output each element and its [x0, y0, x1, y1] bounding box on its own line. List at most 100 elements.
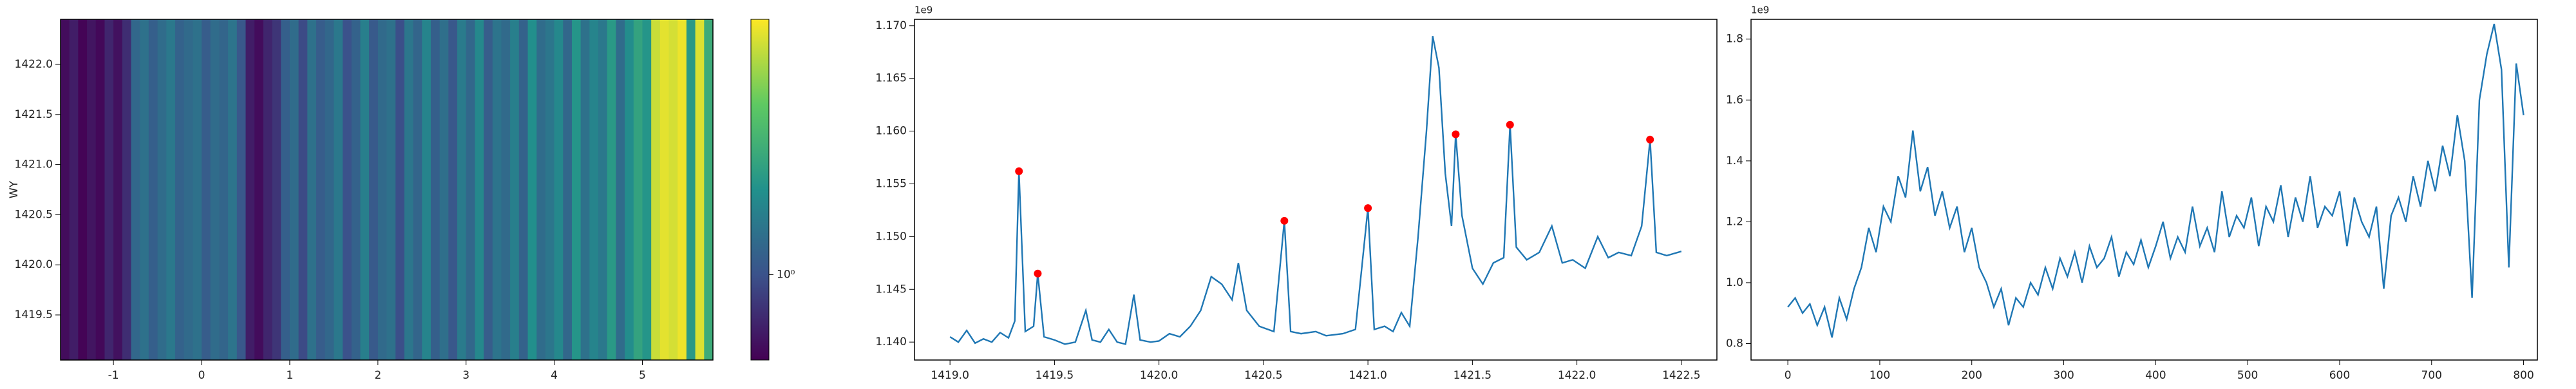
x-tick-label: 1421.5: [1454, 369, 1492, 382]
heat-cell: [69, 19, 79, 360]
axes-frame: [1750, 19, 2538, 361]
x-tick-label: 200: [1962, 369, 1982, 382]
heat-cell: [104, 19, 114, 360]
heat-cell: [87, 19, 97, 360]
peak-marker: [1506, 120, 1514, 129]
heat-cell: [281, 19, 290, 360]
x-tick-label: 300: [2053, 369, 2074, 382]
y-tick-label: 1.160: [875, 125, 907, 138]
heat-cell: [377, 19, 388, 360]
heat-cell: [580, 19, 590, 360]
heat-cell: [289, 19, 299, 360]
heat-cell: [254, 19, 264, 360]
heat-cell: [607, 19, 617, 360]
heat-cell: [193, 19, 202, 360]
x-tick-label: 0: [1785, 369, 1792, 382]
x-tick-label: 3: [462, 369, 469, 382]
heat-cell: [448, 19, 458, 360]
y-tick-label: 1.150: [875, 230, 907, 243]
heat-cell: [554, 19, 564, 360]
heat-cell: [686, 19, 696, 360]
heat-cell: [501, 19, 511, 360]
heat-cell: [625, 19, 634, 360]
x-tick-label: 0: [198, 369, 205, 382]
y-tick-label: 1.6: [1726, 93, 1743, 106]
peak-marker: [1034, 269, 1042, 278]
peak-marker: [1280, 216, 1289, 225]
x-tick-label: 1422.5: [1662, 369, 1700, 382]
heat-cell: [695, 19, 705, 360]
heat-cell: [475, 19, 484, 360]
heat-cell: [325, 19, 334, 360]
x-tick-label: -1: [108, 369, 119, 382]
y-tick-label: 1419.5: [15, 308, 53, 321]
heat-cell: [78, 19, 88, 360]
y-tick-label: 1422.0: [15, 58, 53, 71]
y-tick-label: 1420.0: [15, 258, 53, 271]
heat-cell: [245, 19, 255, 360]
y-tick-label: 1421.0: [15, 158, 53, 171]
heat-cell: [140, 19, 149, 360]
x-tick-label: 1421.0: [1349, 369, 1387, 382]
heat-cell: [131, 19, 140, 360]
heat-cell: [642, 19, 652, 360]
heat-cell: [175, 19, 185, 360]
y-tick-label: 1.170: [875, 19, 907, 32]
x-tick-label: 800: [2513, 369, 2533, 382]
heat-cell: [202, 19, 211, 360]
axes-frame: [60, 19, 714, 361]
y-tick-label: 1.8: [1726, 33, 1743, 46]
heat-cell: [369, 19, 379, 360]
heat-cell: [122, 19, 132, 360]
peak-marker: [1015, 167, 1023, 175]
heat-cell: [484, 19, 493, 360]
y-axis-label: WY: [8, 180, 21, 198]
heat-cell: [316, 19, 326, 360]
y-tick-label: 1.0: [1726, 276, 1743, 289]
heat-cell: [343, 19, 352, 360]
heat-cell: [272, 19, 281, 360]
heat-cell: [527, 19, 537, 360]
heat-cell: [148, 19, 158, 360]
colorbar-tick-label: 10⁰: [777, 269, 795, 281]
heat-cell: [184, 19, 193, 360]
y-tick-label: 1420.5: [15, 208, 53, 221]
heat-cell: [457, 19, 467, 360]
offset-text: 1e9: [1751, 5, 1769, 16]
heat-cell: [518, 19, 529, 360]
offset-text: 1e9: [914, 5, 933, 16]
heat-cell: [589, 19, 599, 360]
heat-cell: [616, 19, 625, 360]
y-tick-label: 1.155: [875, 177, 907, 190]
x-tick-label: 1420.0: [1140, 369, 1178, 382]
heat-cell: [545, 19, 555, 360]
heat-cell: [439, 19, 449, 360]
peak-marker: [1452, 130, 1460, 138]
axes-frame: [914, 19, 1718, 361]
heat-cell: [298, 19, 308, 360]
heat-cell: [334, 19, 343, 360]
peak-marker: [1646, 135, 1654, 144]
heat-cell: [536, 19, 546, 360]
heat-cell: [704, 19, 714, 360]
colorbar: [750, 19, 770, 361]
heat-cell: [236, 19, 247, 360]
heat-cell: [510, 19, 520, 360]
x-tick-label: 1: [287, 369, 294, 382]
heat-cell: [651, 19, 661, 360]
x-tick-label: 5: [639, 369, 646, 382]
x-tick-label: 1419.5: [1036, 369, 1074, 382]
heat-cell: [422, 19, 431, 360]
heat-cell: [633, 19, 643, 360]
x-tick-label: 4: [551, 369, 558, 382]
heat-cell: [386, 19, 396, 360]
x-tick-label: 100: [1870, 369, 1890, 382]
heat-cell: [404, 19, 414, 360]
heat-cell: [668, 19, 678, 360]
x-tick-label: 600: [2329, 369, 2350, 382]
heat-cell: [351, 19, 361, 360]
heat-cell: [430, 19, 440, 360]
heat-cell: [307, 19, 317, 360]
